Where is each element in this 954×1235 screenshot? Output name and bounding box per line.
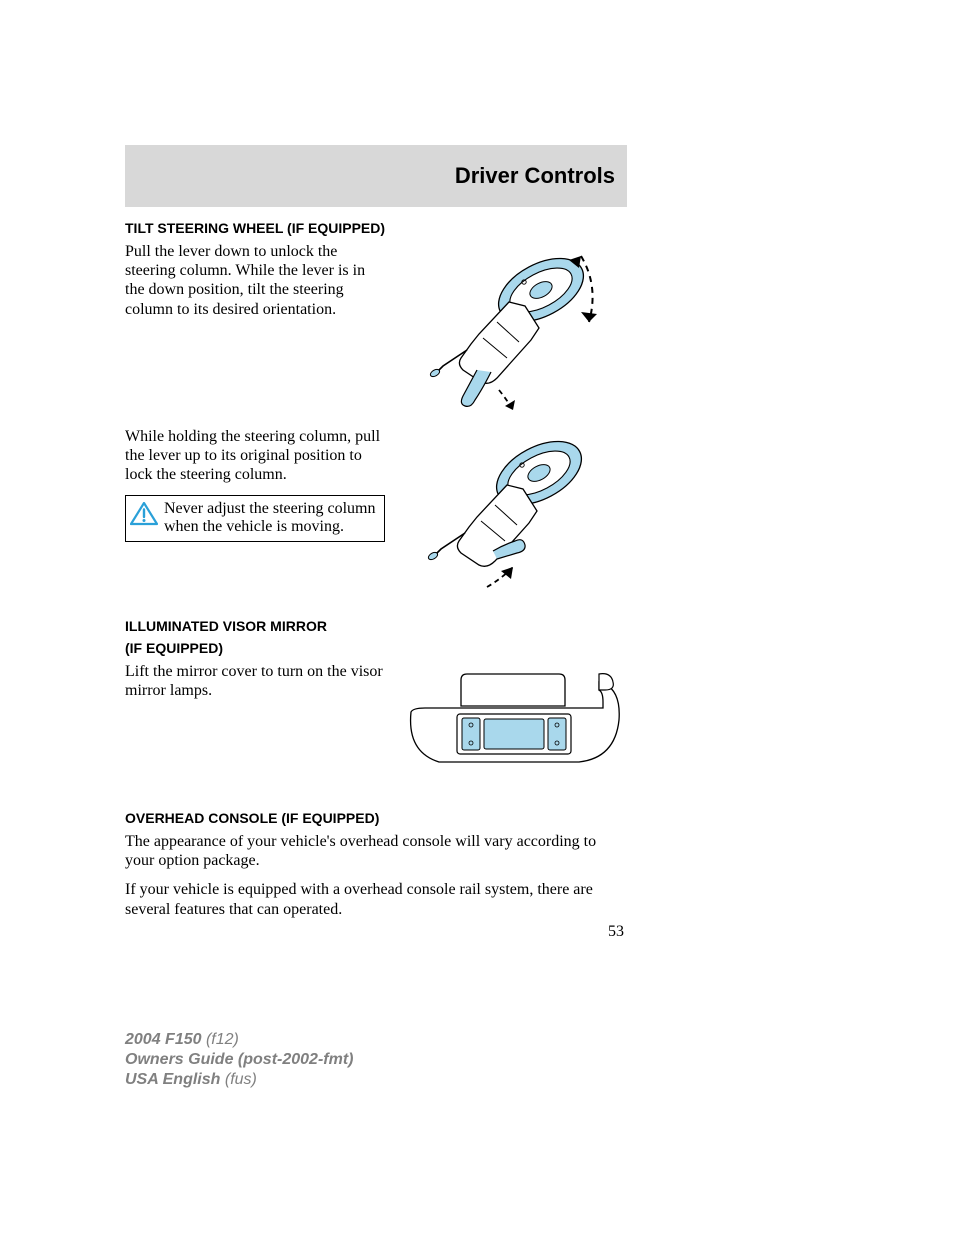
warning-icon	[130, 502, 158, 531]
tilt-col2-text: While holding the steering column, pull …	[125, 427, 385, 602]
footer-l2-bold: Owners Guide (post-2002-fmt)	[125, 1051, 353, 1068]
visor-heading-2: (IF EQUIPPED)	[125, 640, 627, 656]
tilt-para1: Pull the lever down to unlock the steeri…	[125, 242, 385, 417]
visor-heading-1: ILLUMINATED VISOR MIRROR	[125, 618, 627, 634]
tilt-row-2: While holding the steering column, pull …	[125, 427, 627, 602]
footer-l1-bold: 2004 F150	[125, 1031, 202, 1048]
page: Driver Controls TILT STEERING WHEEL (IF …	[0, 0, 954, 1235]
warning-text: Never adjust the steering column when th…	[164, 500, 378, 538]
header-title: Driver Controls	[455, 163, 615, 189]
tilt-row-1: Pull the lever down to unlock the steeri…	[125, 242, 627, 417]
footer-line-3: USA English (fus)	[125, 1070, 353, 1090]
overhead-para1: The appearance of your vehicle's overhea…	[125, 832, 627, 870]
tilt-figure-2	[399, 427, 627, 602]
footer: 2004 F150 (f12) Owners Guide (post-2002-…	[125, 1030, 353, 1090]
overhead-heading: OVERHEAD CONSOLE (IF EQUIPPED)	[125, 810, 627, 826]
tilt-heading: TILT STEERING WHEEL (IF EQUIPPED)	[125, 220, 627, 236]
header-bar: Driver Controls	[125, 145, 627, 207]
content-area: TILT STEERING WHEEL (IF EQUIPPED) Pull t…	[125, 220, 627, 919]
overhead-para2: If your vehicle is equipped with a overh…	[125, 880, 627, 918]
page-number: 53	[608, 923, 624, 941]
visor-figure	[399, 662, 629, 782]
visor-para1: Lift the mirror cover to turn on the vis…	[125, 662, 385, 782]
warning-box: Never adjust the steering column when th…	[125, 495, 385, 543]
tilt-para2: While holding the steering column, pull …	[125, 427, 385, 485]
footer-line-1: 2004 F150 (f12)	[125, 1030, 353, 1050]
tilt-figure-1	[399, 242, 627, 417]
visor-row: Lift the mirror cover to turn on the vis…	[125, 662, 627, 782]
footer-l1-it: (f12)	[202, 1031, 239, 1048]
footer-line-2: Owners Guide (post-2002-fmt)	[125, 1050, 353, 1070]
footer-l3-bold: USA English	[125, 1071, 220, 1088]
footer-l3-it: (fus)	[220, 1071, 256, 1088]
